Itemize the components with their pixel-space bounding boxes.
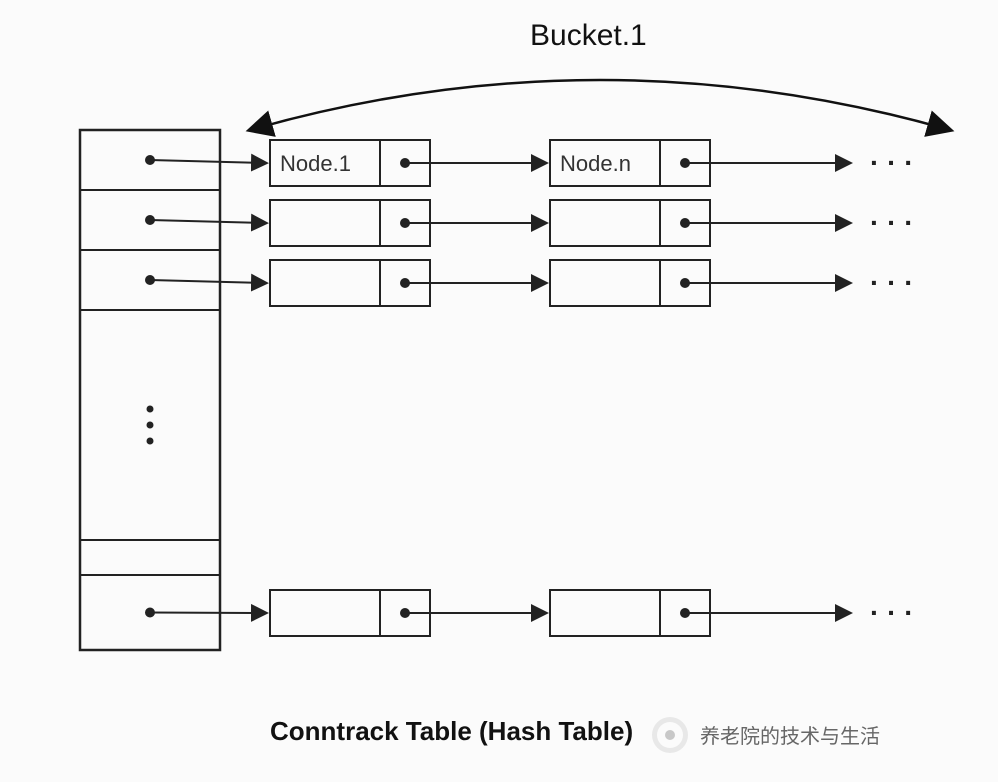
watermark: 养老院的技术与生活: [652, 717, 880, 753]
caption: Conntrack Table (Hash Table): [270, 716, 633, 746]
ellipsis: · · ·: [870, 267, 914, 298]
ellipsis: · · ·: [870, 597, 914, 628]
node-label: Node.1: [280, 151, 351, 176]
watermark-text: 养老院的技术与生活: [700, 725, 880, 748]
bucket-chains: Node.1 Node.n · · · · · · · · · · · ·: [150, 140, 914, 636]
node-label: Node.n: [560, 151, 631, 176]
ellipsis: · · ·: [870, 207, 914, 238]
bucket-title: Bucket.1: [530, 19, 647, 52]
hash-table-pillar: [80, 130, 220, 650]
ellipsis: · · ·: [870, 147, 914, 178]
diagram-canvas: Bucket.1 Node.1 Node.n · · · · · · · · · · · …: [0, 0, 998, 782]
bucket-arc: [250, 80, 950, 130]
